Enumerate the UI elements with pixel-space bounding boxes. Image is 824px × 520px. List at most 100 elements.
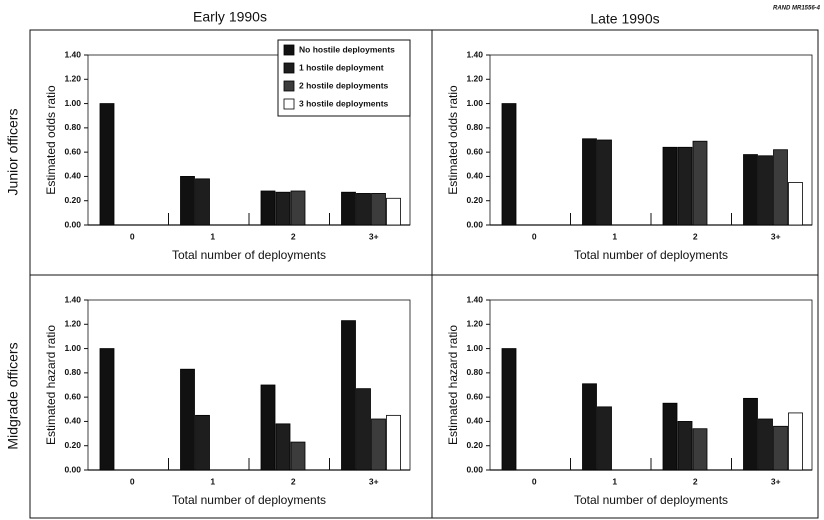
y-tick-label: 0.20 (64, 195, 81, 205)
y-tick-label: 1.00 (466, 343, 483, 353)
bar (180, 368, 195, 471)
y-tick-label: 1.20 (466, 319, 483, 329)
bar (290, 441, 306, 471)
bar (662, 402, 678, 471)
y-tick-label: 1.40 (466, 49, 483, 59)
y-tick-label: 0.60 (466, 146, 483, 156)
bar (356, 388, 371, 471)
y-axis-title: Estimated odds ratio (446, 85, 460, 195)
figure-id: RAND MR1556-4 (773, 6, 821, 12)
y-tick-label: 0.80 (466, 122, 483, 132)
y-tick-label: 0.60 (64, 146, 81, 156)
y-tick-label: 0.60 (466, 391, 483, 401)
y-tick-label: 0.40 (64, 416, 81, 426)
bar (195, 414, 210, 471)
y-axis-title: Estimated hazard ratio (446, 325, 460, 445)
y-tick-label: 1.00 (64, 343, 81, 353)
bar (743, 397, 758, 471)
y-axis-title: Estimated odds ratio (44, 85, 58, 195)
x-tick-label: 0 (532, 231, 537, 241)
y-tick-label: 1.20 (64, 74, 81, 84)
bar (582, 383, 597, 471)
x-tick-label: 2 (291, 476, 296, 486)
x-tick-label: 0 (130, 476, 135, 486)
legend-label: 3 hostile deployments (299, 98, 389, 108)
bar (290, 190, 306, 226)
x-axis-title: Total number of deployments (172, 248, 326, 262)
legend-box (277, 39, 411, 117)
y-tick-label: 1.00 (64, 98, 81, 108)
bar (356, 193, 371, 226)
bar (99, 348, 115, 471)
y-tick-label: 0.80 (64, 367, 81, 377)
bar (501, 348, 517, 471)
bar (275, 191, 291, 226)
y-tick-label: 0.40 (466, 416, 483, 426)
y-tick-label: 1.00 (466, 98, 483, 108)
x-tick-label: 2 (693, 476, 698, 486)
legend-label: No hostile deployments (299, 44, 395, 54)
bar (758, 418, 773, 471)
bar (597, 139, 612, 226)
legend-label: 2 hostile deployments (299, 80, 389, 90)
x-tick-label: 3+ (369, 231, 379, 241)
x-axis-title: Total number of deployments (574, 248, 728, 262)
bar (195, 178, 210, 226)
x-tick-label: 1 (612, 231, 617, 241)
bar (341, 320, 356, 471)
y-tick-label: 0.00 (64, 464, 81, 474)
column-title: Early 1990s (193, 9, 267, 25)
legend-swatch (283, 62, 295, 74)
bar (275, 423, 291, 471)
bar (677, 421, 693, 471)
bar (773, 149, 788, 226)
x-tick-label: 2 (693, 231, 698, 241)
figure-frame (29, 29, 819, 519)
bar (662, 146, 678, 226)
y-tick-label: 0.80 (466, 367, 483, 377)
bar (260, 190, 276, 226)
bar (773, 425, 788, 471)
x-tick-label: 3+ (369, 476, 379, 486)
legend-swatch (283, 98, 295, 110)
legend-swatch (283, 44, 295, 56)
y-axis-title: Estimated hazard ratio (44, 325, 58, 445)
x-tick-label: 3+ (771, 476, 781, 486)
y-tick-label: 0.20 (466, 195, 483, 205)
y-tick-label: 0.20 (64, 440, 81, 450)
bar (758, 155, 773, 226)
column-title: Late 1990s (590, 11, 659, 27)
x-tick-label: 0 (130, 231, 135, 241)
y-tick-label: 1.40 (466, 294, 483, 304)
bar (692, 140, 708, 226)
bar (677, 146, 693, 226)
y-tick-label: 1.20 (64, 319, 81, 329)
y-tick-label: 0.00 (466, 464, 483, 474)
y-tick-label: 1.40 (64, 294, 81, 304)
bar (597, 406, 612, 471)
x-axis-title: Total number of deployments (574, 493, 728, 507)
x-tick-label: 1 (612, 476, 617, 486)
x-tick-label: 1 (210, 231, 215, 241)
bar (371, 418, 386, 471)
bar (788, 182, 803, 226)
y-tick-label: 0.80 (64, 122, 81, 132)
bar (582, 138, 597, 226)
row-title: Junior officers (5, 109, 21, 196)
y-tick-label: 0.40 (64, 171, 81, 181)
y-tick-label: 1.20 (466, 74, 483, 84)
bar (692, 428, 708, 471)
bar (260, 384, 276, 471)
y-tick-label: 0.60 (64, 391, 81, 401)
y-tick-label: 0.20 (466, 440, 483, 450)
bar (99, 103, 115, 226)
x-tick-label: 1 (210, 476, 215, 486)
x-tick-label: 2 (291, 231, 296, 241)
bar (501, 103, 517, 226)
x-axis-title: Total number of deployments (172, 493, 326, 507)
bar (341, 191, 356, 226)
bar (743, 154, 758, 226)
y-tick-label: 0.00 (466, 219, 483, 229)
legend-swatch (283, 80, 295, 92)
